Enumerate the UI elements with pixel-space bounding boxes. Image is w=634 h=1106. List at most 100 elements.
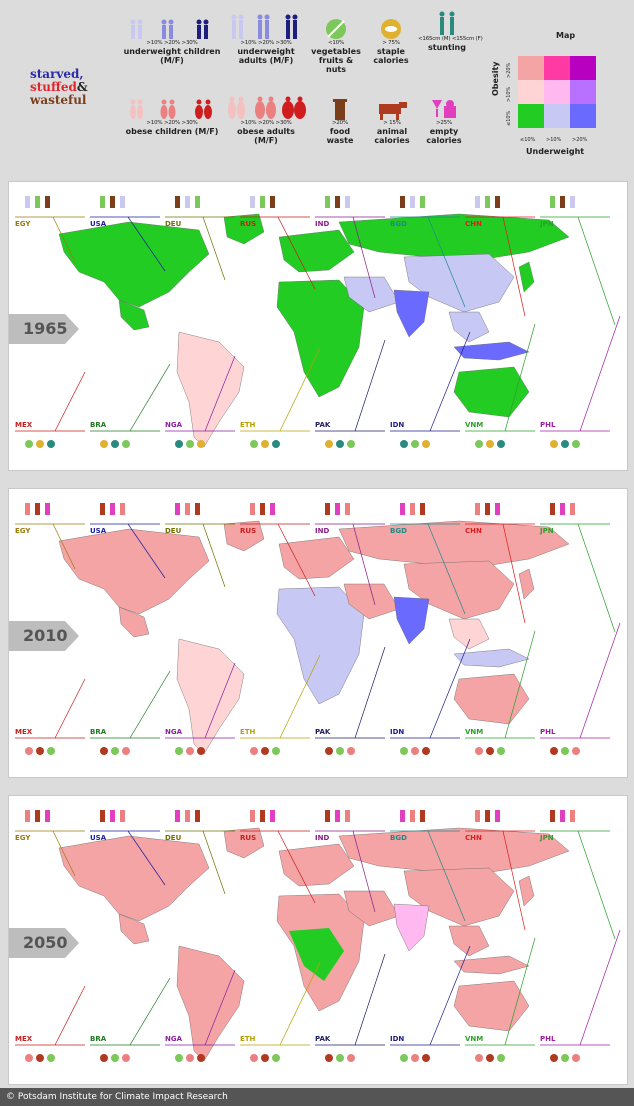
- country-leader-line: [429, 945, 471, 1046]
- country-label-egy: EGY: [15, 527, 31, 535]
- country-leader-line: [277, 216, 316, 290]
- map-key-cell: [518, 104, 544, 128]
- country-indicator-icons: [25, 503, 50, 515]
- country-label-rus: RUS: [240, 220, 256, 228]
- region-central-america: [118, 299, 150, 331]
- country-indicator-icons: [175, 747, 205, 755]
- region-indonesia: [453, 341, 530, 361]
- map-key-cell: [544, 104, 570, 128]
- country-label-jpn: JPN: [539, 527, 554, 535]
- country-leader-line: [352, 830, 376, 913]
- region-central-america: [118, 606, 150, 638]
- country-indicator-icons: [400, 747, 430, 755]
- country-indicator-icons: [250, 747, 280, 755]
- region-north-america: [58, 835, 210, 922]
- region-russia-asia: [338, 827, 570, 875]
- adult-figures-icon: [226, 14, 306, 40]
- country-label-bgd: BGD: [390, 220, 407, 228]
- country-leader-line: [279, 961, 321, 1046]
- country-indicator-icons: [550, 196, 575, 208]
- country-leader-line: [277, 523, 316, 597]
- region-greenland: [223, 213, 265, 245]
- country-label-bgd: BGD: [390, 834, 407, 842]
- region-greenland: [223, 827, 265, 859]
- country-leader-line: [52, 523, 76, 570]
- country-leader-line: [427, 523, 466, 615]
- country-indicator-icons: [100, 440, 130, 448]
- legend: starved, stuffed& wasteful >10% >20% >30…: [0, 0, 634, 172]
- country-label-nga: NGA: [165, 421, 183, 429]
- country-label-nga: NGA: [165, 728, 183, 736]
- country-label-ind: IND: [315, 834, 329, 842]
- country-indicator-icons: [325, 503, 350, 515]
- region-se-asia: [448, 925, 490, 957]
- map-key-cell: [518, 80, 544, 104]
- country-indicator-icons: [100, 810, 125, 822]
- year-label: 2050: [9, 928, 79, 958]
- country-indicator-icons: [175, 196, 200, 208]
- country-label-usa: USA: [90, 527, 107, 535]
- map-key-grid: [518, 56, 596, 128]
- country-indicator-icons: [325, 747, 355, 755]
- country-leader-line: [129, 977, 171, 1046]
- legend-underweight-adults: >10% >20% >30% underweight adults (M/F): [226, 14, 306, 65]
- country-indicator-icons: [325, 196, 350, 208]
- region-russia-asia: [338, 213, 570, 261]
- map-key-cell: [570, 80, 596, 104]
- country-indicator-icons: [475, 747, 505, 755]
- country-indicator-icons: [325, 1054, 355, 1062]
- country-label-rus: RUS: [240, 834, 256, 842]
- region-australia: [453, 366, 530, 418]
- country-leader-line: [202, 216, 226, 281]
- trash-bin-icon: [318, 98, 362, 120]
- country-indicator-icons: [400, 196, 425, 208]
- country-label-vnm: VNM: [465, 728, 483, 736]
- country-indicator-icons: [550, 747, 580, 755]
- map-panel-1965: EGY USA DEU RUS IND BGD CHN JPN MEX BRA NGA ETH PAK I…: [8, 181, 628, 471]
- map-key-tick-3: >20%: [572, 137, 588, 143]
- country-label-bra: BRA: [90, 728, 107, 736]
- world-map: EGY USA DEU RUS IND BGD CHN JPN MEX BRA NGA ETH PAK I…: [15, 196, 621, 448]
- year-label: 2010: [9, 621, 79, 651]
- vegetable-crossed-icon: [310, 18, 362, 40]
- country-indicator-icons: [175, 503, 200, 515]
- country-indicator-icons: [550, 1054, 580, 1062]
- empty-calories-icon: [422, 98, 466, 120]
- obese-adult-figures-icon: [224, 96, 308, 120]
- country-leader-line: [279, 654, 321, 739]
- country-indicator-icons: [100, 747, 130, 755]
- country-label-eth: ETH: [240, 728, 256, 736]
- world-map: EGY USA DEU RUS IND BGD CHN JPN MEX BRA NGA ETH PAK I…: [15, 810, 621, 1062]
- map-panel-2050: EGY USA DEU RUS IND BGD CHN JPN MEX BRA NGA ETH PAK I…: [8, 795, 628, 1085]
- country-indicator-icons: [550, 503, 575, 515]
- region-north-america: [58, 221, 210, 308]
- country-leader-line: [352, 523, 376, 606]
- country-indicator-icons: [100, 196, 125, 208]
- country-label-jpn: JPN: [539, 834, 554, 842]
- country-leader-line: [577, 830, 616, 940]
- region-south-america: [176, 331, 245, 448]
- map-panel-2010: EGY USA DEU RUS IND BGD CHN JPN MEX BRA NGA ETH PAK I…: [8, 488, 628, 778]
- country-label-phl: PHL: [540, 421, 556, 429]
- country-indicator-icons: [475, 810, 500, 822]
- legend-obese-children: >10% >20% >30% obese children (M/F): [122, 98, 222, 136]
- region-central-africa: [289, 314, 344, 367]
- region-central-africa: [289, 928, 344, 981]
- country-label-usa: USA: [90, 834, 107, 842]
- region-india: [393, 596, 430, 645]
- country-indicator-icons: [400, 503, 425, 515]
- country-label-pak: PAK: [315, 421, 331, 429]
- country-leader-line: [502, 523, 526, 624]
- child-figures-icon: [122, 18, 222, 40]
- country-indicator-icons: [175, 440, 205, 448]
- country-leader-line: [204, 355, 236, 432]
- region-russia-asia: [338, 520, 570, 568]
- country-leader-line: [204, 969, 236, 1046]
- country-label-deu: DEU: [165, 220, 182, 228]
- country-leader-line: [577, 523, 616, 633]
- country-label-bra: BRA: [90, 421, 107, 429]
- country-leader-line: [579, 622, 621, 739]
- country-indicator-icons: [175, 1054, 205, 1062]
- country-indicator-icons: [100, 503, 125, 515]
- country-label-vnm: VNM: [465, 421, 483, 429]
